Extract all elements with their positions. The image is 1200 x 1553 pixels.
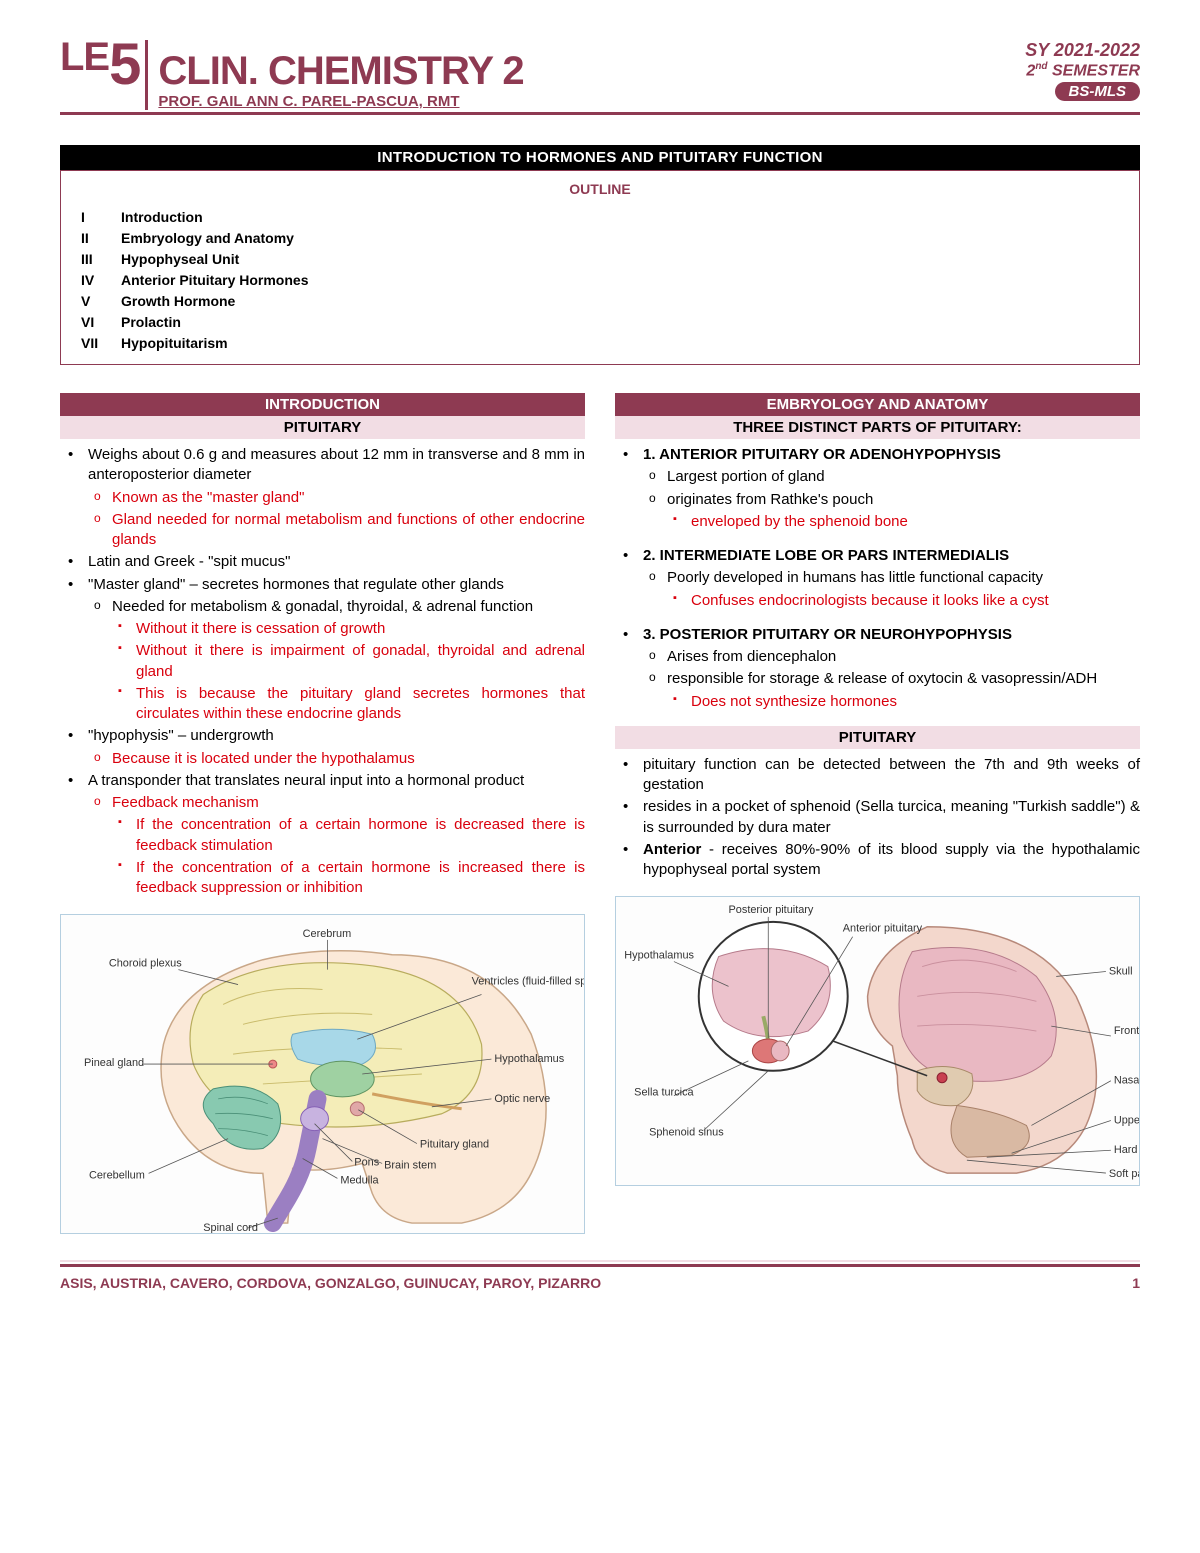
list-item: Latin and Greek - "spit mucus" <box>60 552 585 572</box>
list-sub2-item: Without it there is impairment of gonada… <box>112 641 585 682</box>
right-column: EMBRYOLOGY AND ANATOMY THREE DISTINCT PA… <box>615 393 1140 1234</box>
list-sub-item: Gland needed for normal metabolism and f… <box>88 510 585 551</box>
sub-header-pituitary-2: PITUITARY <box>615 726 1140 749</box>
outline-item: IIIHypophyseal Unit <box>81 249 1119 270</box>
header-divider <box>145 40 148 110</box>
header-left: LE5 CLIN. CHEMISTRY 2 PROF. GAIL ANN C. … <box>60 40 1025 110</box>
outline-item: VGrowth Hormone <box>81 291 1119 312</box>
parts-list: 1. ANTERIOR PITUITARY OR ADENOHYPOPHYSIS… <box>615 445 1140 532</box>
sub-header-pituitary: PITUITARY <box>60 416 585 439</box>
topic-banner: INTRODUCTION TO HORMONES AND PITUITARY F… <box>60 145 1140 170</box>
svg-text:Soft palate: Soft palate <box>1109 1168 1139 1180</box>
list-sub-item: originates from Rathke's pouch enveloped… <box>643 490 1140 533</box>
list-item: 2. INTERMEDIATE LOBE OR PARS INTERMEDIAL… <box>615 546 1140 611</box>
semester: 2nd SEMESTER <box>1025 61 1140 80</box>
outline-item: VIProlactin <box>81 312 1119 333</box>
svg-text:Medulla: Medulla <box>340 1175 379 1187</box>
outline-item: VIIHypopituitarism <box>81 333 1119 354</box>
svg-text:Pons: Pons <box>354 1157 379 1169</box>
list-item: A transponder that translates neural inp… <box>60 771 585 899</box>
pituitary-skull-figure: Posterior pituitary Hypothalamus Anterio… <box>615 896 1140 1186</box>
list-sub2-item: If the concentration of a certain hormon… <box>112 815 585 856</box>
list-item: pituitary function can be detected betwe… <box>615 755 1140 796</box>
sub-header-three-parts: THREE DISTINCT PARTS OF PITUITARY: <box>615 416 1140 439</box>
outline-list: IIntroduction IIEmbryology and Anatomy I… <box>81 207 1119 354</box>
outline-title: OUTLINE <box>81 181 1119 197</box>
list-sub2-item: If the concentration of a certain hormon… <box>112 858 585 899</box>
outline-item: IVAnterior Pituitary Hormones <box>81 270 1119 291</box>
list-sub-item: Because it is located under the hypothal… <box>88 749 585 769</box>
professor-name: PROF. GAIL ANN C. PAREL-PASCUA, RMT <box>158 93 523 110</box>
svg-text:Upper gum: Upper gum <box>1114 1115 1139 1127</box>
school-year: SY 2021-2022 <box>1025 40 1140 61</box>
list-sub2-item: Does not synthesize hormones <box>667 692 1140 712</box>
svg-text:Choroid plexus: Choroid plexus <box>109 958 182 970</box>
svg-text:Pineal gland: Pineal gland <box>84 1057 144 1069</box>
svg-text:Cerebrum: Cerebrum <box>303 928 352 940</box>
section-header-embryology: EMBRYOLOGY AND ANATOMY <box>615 393 1140 416</box>
svg-text:Pituitary gland: Pituitary gland <box>420 1139 489 1151</box>
svg-text:Frontal sinus: Frontal sinus <box>1114 1025 1139 1037</box>
list-item: 3. POSTERIOR PITUITARY OR NEUROHYPOPHYSI… <box>615 625 1140 712</box>
parts-list-2: 2. INTERMEDIATE LOBE OR PARS INTERMEDIAL… <box>615 546 1140 611</box>
content-columns: INTRODUCTION PITUITARY Weighs about 0.6 … <box>60 393 1140 1234</box>
list-item: 1. ANTERIOR PITUITARY OR ADENOHYPOPHYSIS… <box>615 445 1140 532</box>
list-item: "hypophysis" – undergrowth Because it is… <box>60 726 585 769</box>
svg-text:Hypothalamus: Hypothalamus <box>494 1053 564 1065</box>
svg-text:Nasal passages: Nasal passages <box>1114 1075 1139 1087</box>
list-sub-item: Arises from diencephalon <box>643 647 1140 667</box>
le-num: 5 <box>109 32 139 97</box>
svg-text:Skull: Skull <box>1109 966 1133 978</box>
svg-text:Hard palate: Hard palate <box>1114 1144 1139 1156</box>
intro-list: Weighs about 0.6 g and measures about 12… <box>60 445 585 898</box>
program-badge: BS-MLS <box>1055 82 1141 101</box>
list-sub-item: Known as the "master gland" <box>88 488 585 508</box>
list-sub-item: Needed for metabolism & gonadal, thyroid… <box>88 597 585 725</box>
parts-list-3: 3. POSTERIOR PITUITARY OR NEUROHYPOPHYSI… <box>615 625 1140 712</box>
left-column: INTRODUCTION PITUITARY Weighs about 0.6 … <box>60 393 585 1234</box>
header-right: SY 2021-2022 2nd SEMESTER BS-MLS <box>1025 40 1140 101</box>
svg-text:Posterior pituitary: Posterior pituitary <box>729 904 814 916</box>
document-footer: ASIS, AUSTRIA, CAVERO, CORDOVA, GONZALGO… <box>60 1264 1140 1291</box>
svg-text:Sella turcica: Sella turcica <box>634 1087 694 1099</box>
footer-authors: ASIS, AUSTRIA, CAVERO, CORDOVA, GONZALGO… <box>60 1275 601 1291</box>
brain-sagittal-figure: Cerebrum Choroid plexus Pineal gland Cer… <box>60 914 585 1234</box>
list-sub-item: Largest portion of gland <box>643 467 1140 487</box>
list-sub-item: responsible for storage & release of oxy… <box>643 669 1140 712</box>
svg-text:Brain stem: Brain stem <box>384 1160 436 1172</box>
document-header: LE5 CLIN. CHEMISTRY 2 PROF. GAIL ANN C. … <box>60 40 1140 115</box>
list-item: Anterior - receives 80%-90% of its blood… <box>615 840 1140 881</box>
title-block: CLIN. CHEMISTRY 2 PROF. GAIL ANN C. PARE… <box>158 51 523 110</box>
svg-text:Sphenoid sinus: Sphenoid sinus <box>649 1127 724 1139</box>
outline-item: IIEmbryology and Anatomy <box>81 228 1119 249</box>
footer-page-number: 1 <box>1132 1275 1140 1291</box>
svg-text:Hypothalamus: Hypothalamus <box>624 950 694 962</box>
list-sub2-item: Without it there is cessation of growth <box>112 619 585 639</box>
svg-text:Optic nerve: Optic nerve <box>494 1093 550 1105</box>
outline-box: OUTLINE IIntroduction IIEmbryology and A… <box>60 170 1140 365</box>
svg-text:Cerebellum: Cerebellum <box>89 1170 145 1182</box>
list-sub2-item: enveloped by the sphenoid bone <box>667 512 1140 532</box>
svg-text:Ventricles (fluid-filled space: Ventricles (fluid-filled spaces) <box>472 976 584 988</box>
section-header-introduction: INTRODUCTION <box>60 393 585 416</box>
pituitary-list: pituitary function can be detected betwe… <box>615 755 1140 881</box>
outline-item: IIntroduction <box>81 207 1119 228</box>
list-item: resides in a pocket of sphenoid (Sella t… <box>615 797 1140 838</box>
list-sub-item: Poorly developed in humans has little fu… <box>643 568 1140 611</box>
list-sub2-item: Confuses endocrinologists because it loo… <box>667 591 1140 611</box>
list-sub-item: Feedback mechanism If the concentration … <box>88 793 585 898</box>
footer-accent-line <box>60 1260 1140 1262</box>
svg-text:Anterior pituitary: Anterior pituitary <box>843 923 923 935</box>
course-title: CLIN. CHEMISTRY 2 <box>158 51 523 91</box>
svg-text:Spinal cord: Spinal cord <box>203 1222 258 1233</box>
le-prefix: LE <box>60 35 109 79</box>
lesson-number: LE5 <box>60 40 139 89</box>
list-item: "Master gland" – secretes hormones that … <box>60 575 585 725</box>
list-item: Weighs about 0.6 g and measures about 12… <box>60 445 585 550</box>
list-sub2-item: This is because the pituitary gland secr… <box>112 684 585 725</box>
